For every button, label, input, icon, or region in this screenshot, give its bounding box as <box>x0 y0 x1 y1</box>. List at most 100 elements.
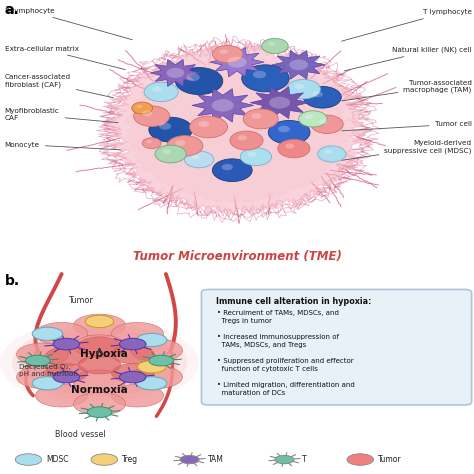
Circle shape <box>186 73 200 81</box>
Circle shape <box>278 126 290 132</box>
Circle shape <box>311 115 343 134</box>
Circle shape <box>251 113 261 119</box>
Text: Decreased O₂,
pH and nutrition: Decreased O₂, pH and nutrition <box>19 365 78 377</box>
Circle shape <box>286 80 320 99</box>
Circle shape <box>184 151 214 168</box>
Circle shape <box>275 456 294 464</box>
Circle shape <box>347 454 374 465</box>
Circle shape <box>0 319 199 406</box>
Text: T lymphocyte: T lymphocyte <box>342 9 472 41</box>
Circle shape <box>32 327 63 340</box>
Text: T: T <box>302 455 307 464</box>
Circle shape <box>130 339 182 362</box>
Text: • Suppressed proliferation and effector
  function of cytotoxic T cells: • Suppressed proliferation and effector … <box>217 358 354 372</box>
Circle shape <box>180 456 199 464</box>
Circle shape <box>85 315 114 328</box>
Circle shape <box>149 355 173 366</box>
Circle shape <box>130 366 182 388</box>
Circle shape <box>262 38 288 54</box>
Polygon shape <box>272 51 325 79</box>
Circle shape <box>167 136 203 156</box>
Circle shape <box>53 371 80 383</box>
Polygon shape <box>250 87 309 118</box>
Circle shape <box>134 106 170 127</box>
Text: Tumor: Tumor <box>68 296 93 305</box>
Text: MDSC: MDSC <box>46 455 69 464</box>
Circle shape <box>268 42 275 46</box>
Text: • Limited migration, differentiation and
  maturation of DCs: • Limited migration, differentiation and… <box>217 382 355 396</box>
Text: B lymphocyte: B lymphocyte <box>5 8 132 40</box>
Circle shape <box>119 338 146 350</box>
Circle shape <box>190 116 228 138</box>
Circle shape <box>45 364 88 382</box>
Circle shape <box>159 123 171 130</box>
Circle shape <box>144 82 178 101</box>
Circle shape <box>91 454 118 465</box>
Circle shape <box>142 110 152 116</box>
Polygon shape <box>210 47 264 77</box>
Circle shape <box>142 138 161 149</box>
Circle shape <box>191 155 200 159</box>
Circle shape <box>111 322 164 345</box>
Circle shape <box>303 86 341 108</box>
Circle shape <box>152 86 162 92</box>
Polygon shape <box>192 89 254 122</box>
Circle shape <box>73 370 126 392</box>
Polygon shape <box>106 44 370 215</box>
Circle shape <box>146 140 152 143</box>
Circle shape <box>137 105 143 108</box>
Text: Tumor-associated
macrophage (TAM): Tumor-associated macrophage (TAM) <box>342 80 472 101</box>
Circle shape <box>132 102 153 114</box>
Text: Tumor: Tumor <box>378 455 402 464</box>
Text: Hypoxia: Hypoxia <box>81 349 128 359</box>
Circle shape <box>319 119 328 124</box>
Circle shape <box>166 68 184 78</box>
Circle shape <box>45 347 88 366</box>
Circle shape <box>324 149 332 154</box>
Text: b.: b. <box>5 274 20 288</box>
Circle shape <box>87 407 112 418</box>
Circle shape <box>73 335 126 357</box>
Circle shape <box>53 338 80 350</box>
Text: TAM: TAM <box>208 455 223 464</box>
Circle shape <box>73 392 126 415</box>
Text: Myofibroblastic
CAF: Myofibroblastic CAF <box>5 109 118 123</box>
Text: Myeloid-derived
suppressive cell (MDSC): Myeloid-derived suppressive cell (MDSC) <box>342 140 472 160</box>
Circle shape <box>294 84 304 89</box>
Circle shape <box>219 49 228 54</box>
Circle shape <box>230 131 263 150</box>
Circle shape <box>36 384 88 407</box>
Circle shape <box>36 322 88 345</box>
Text: Normoxia: Normoxia <box>71 385 128 395</box>
Circle shape <box>175 67 223 95</box>
Text: Treg: Treg <box>122 455 138 464</box>
Circle shape <box>285 144 294 149</box>
Circle shape <box>137 333 167 346</box>
Circle shape <box>26 355 50 366</box>
Circle shape <box>78 337 121 356</box>
Text: Blood vessel: Blood vessel <box>55 430 106 439</box>
Circle shape <box>111 364 154 382</box>
Circle shape <box>137 361 166 373</box>
Circle shape <box>253 71 266 78</box>
FancyBboxPatch shape <box>201 290 472 405</box>
Text: Immune cell alteration in hypoxia:: Immune cell alteration in hypoxia: <box>216 297 371 306</box>
Polygon shape <box>125 56 349 202</box>
Circle shape <box>137 377 167 390</box>
Circle shape <box>155 145 186 163</box>
Circle shape <box>175 140 185 146</box>
Circle shape <box>269 97 290 109</box>
Circle shape <box>73 314 126 337</box>
Circle shape <box>242 65 289 92</box>
Text: • Increased immunosuppression of
  TAMs, MDSCs, and Tregs: • Increased immunosuppression of TAMs, M… <box>217 334 339 348</box>
Circle shape <box>222 164 233 170</box>
Circle shape <box>289 60 308 70</box>
Circle shape <box>305 114 313 119</box>
Text: Cancer-associated
fibroblast (CAF): Cancer-associated fibroblast (CAF) <box>5 74 113 98</box>
Text: Monocyte: Monocyte <box>5 142 120 150</box>
Circle shape <box>318 146 346 162</box>
Text: a.: a. <box>5 3 19 17</box>
Text: Tumor cell: Tumor cell <box>342 121 472 131</box>
Text: Tumor Microenvironment (TME): Tumor Microenvironment (TME) <box>133 250 341 264</box>
Circle shape <box>228 57 246 68</box>
